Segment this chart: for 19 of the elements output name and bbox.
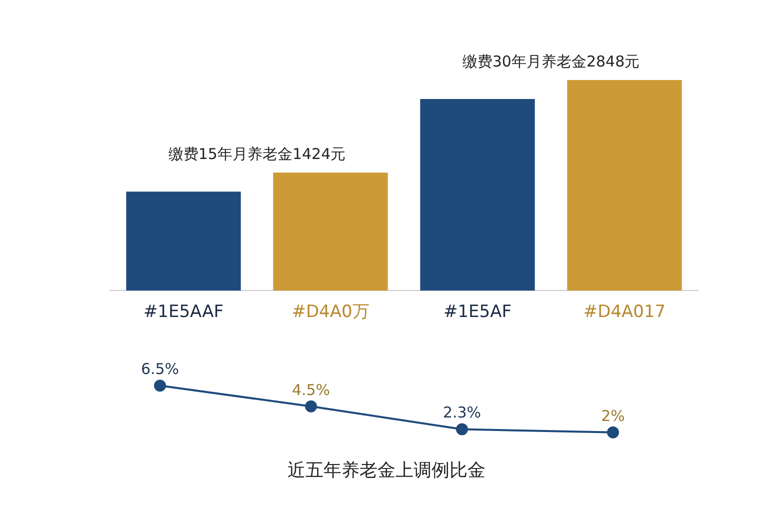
point <box>607 426 619 438</box>
data-label: 2% <box>601 406 625 425</box>
x-tick-label: #D4A0万 <box>292 302 370 322</box>
text: 近五年养老金上调例比金 <box>288 460 486 481</box>
bar <box>420 98 535 291</box>
x-tick-label: #1E5AF <box>443 302 512 322</box>
text: 缴费30年月养老金2848元 <box>462 52 640 70</box>
bar <box>567 80 682 291</box>
x-tick-label: #1E5AAF <box>143 302 224 322</box>
data-label: 2.3% <box>442 404 482 422</box>
data-label: 4.5% <box>292 380 330 399</box>
annotation: 缴费15年月养老金1424元 <box>168 145 346 164</box>
data-label: 6.5% <box>140 360 180 378</box>
point <box>456 423 468 436</box>
bar <box>126 192 241 291</box>
point <box>154 380 166 392</box>
bar <box>273 172 388 291</box>
point <box>305 400 317 412</box>
x-tick-label: #D4A017 <box>583 302 666 322</box>
